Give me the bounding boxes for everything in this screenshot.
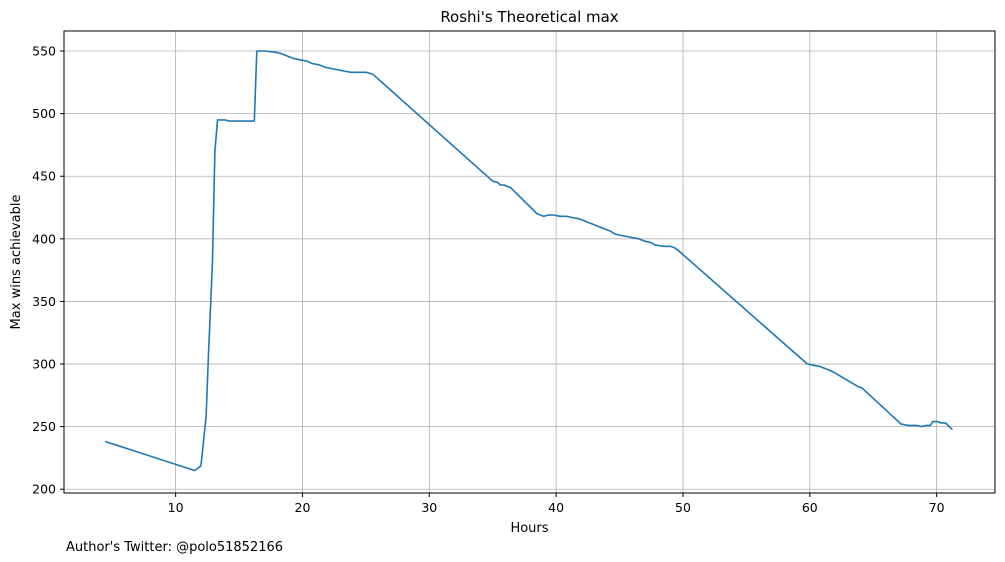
y-tick-label: 450 [32,169,56,184]
x-tick-label: 40 [548,500,564,515]
y-axis-label: Max wins achievable [9,195,24,330]
y-tick-label: 500 [32,106,56,121]
author-credit: Author's Twitter: @polo51852166 [66,540,283,555]
chart-title: Roshi's Theoretical max [440,8,618,26]
y-tick-label: 400 [32,231,56,246]
x-tick-label: 10 [168,500,184,515]
y-tick-label: 350 [32,294,56,309]
x-tick-label: 20 [295,500,311,515]
x-axis: 10 20 30 40 50 60 70 [168,493,945,515]
x-axis-label: Hours [510,521,548,536]
grid [64,31,995,493]
y-tick-label: 550 [32,44,56,59]
y-tick-label: 200 [32,482,56,497]
x-tick-label: 60 [802,500,818,515]
series-layer [105,50,953,472]
x-tick-label: 70 [929,500,945,515]
x-tick-label: 50 [675,500,691,515]
y-tick-label: 300 [32,357,56,372]
y-tick-label: 250 [32,419,56,434]
x-tick-label: 30 [421,500,437,515]
series-line [105,50,953,472]
y-axis: 200 250 300 350 400 450 500 550 [32,44,64,497]
plot-area-frame [63,30,996,494]
